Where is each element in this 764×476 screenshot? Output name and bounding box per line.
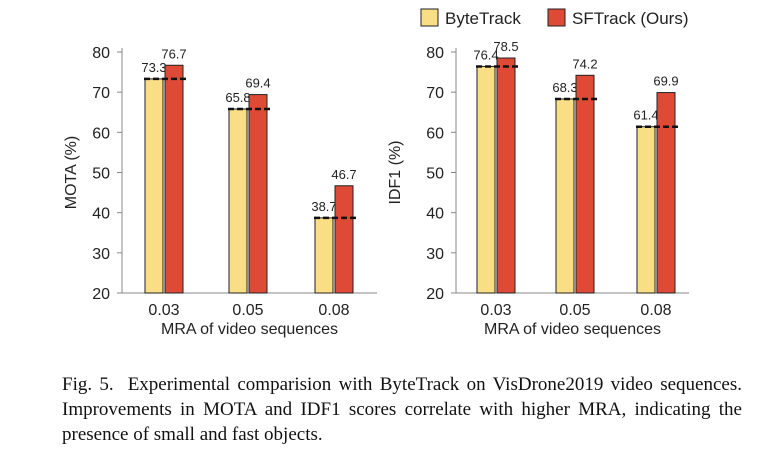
x-tick-label: 0.05 [559, 302, 590, 319]
y-tick-label: 30 [426, 246, 444, 263]
bar [314, 217, 334, 294]
y-tick-label: 20 [426, 286, 444, 303]
figure-canvas: ByteTrack SFTrack (Ours) 20 30 40 50 60 70 80 0… [63, 8, 689, 338]
bar [575, 74, 595, 294]
bar [164, 64, 184, 294]
y-tick-label: 50 [426, 166, 444, 183]
bar [636, 126, 656, 294]
data-label: 74.2 [572, 56, 597, 71]
bar [476, 65, 496, 294]
bar [496, 57, 516, 294]
data-label: 38.7 [311, 199, 336, 214]
y-tick-label: 60 [92, 125, 110, 142]
legend-label-sftrack: SFTrack (Ours) [572, 9, 688, 28]
data-label: 73.3 [141, 60, 166, 75]
x-tick-label: 0.08 [318, 302, 349, 319]
idf1-chart: 20 30 40 50 60 70 80 0.03 0.05 0.08 MRA of video s… [387, 39, 689, 338]
y-tick-label: 20 [92, 286, 110, 303]
y-tick-label: 80 [92, 45, 110, 62]
y-axis-label: IDF1 (%) [387, 141, 404, 205]
y-tick-label: 80 [426, 45, 444, 62]
y-tick-label: 30 [92, 246, 110, 263]
data-label: 76.4 [473, 47, 498, 62]
x-tick-label: 0.08 [640, 302, 671, 319]
x-axis-label: MRA of video sequences [484, 321, 661, 338]
legend-swatch-sftrack [547, 8, 566, 27]
figure-number: Fig. 5. [62, 374, 114, 395]
data-label: 78.5 [493, 39, 518, 54]
legend: ByteTrack SFTrack (Ours) [420, 8, 688, 28]
x-tick-label: 0.03 [148, 302, 179, 319]
legend-label-bytetrack: ByteTrack [445, 9, 521, 28]
bar [334, 185, 354, 294]
data-label: 68.3 [552, 80, 577, 95]
data-label: 65.8 [225, 90, 250, 105]
figure-caption: Fig. 5. Experimental comparision with Byt… [62, 372, 742, 447]
data-label: 61.4 [633, 108, 658, 123]
bar [656, 92, 676, 294]
y-tick-label: 40 [426, 206, 444, 223]
y-tick-label: 70 [92, 85, 110, 102]
y-tick-label: 40 [92, 206, 110, 223]
bar [555, 98, 575, 294]
x-tick-label: 0.05 [232, 302, 263, 319]
y-tick-label: 70 [426, 85, 444, 102]
caption-text: Experimental comparision with ByteTrack … [62, 374, 742, 445]
mota-chart: 20 30 40 50 60 70 80 0.03 0.05 0.08 MRA of video s… [63, 45, 377, 338]
y-tick-label: 60 [426, 125, 444, 142]
legend-swatch-bytetrack [420, 8, 439, 27]
x-axis-label: MRA of video sequences [161, 321, 338, 338]
data-label: 69.9 [653, 74, 678, 89]
y-tick-label: 50 [92, 166, 110, 183]
bar [248, 94, 268, 294]
data-label: 76.7 [161, 46, 186, 61]
data-label: 46.7 [331, 167, 356, 182]
bar [228, 108, 248, 294]
x-tick-label: 0.03 [480, 302, 511, 319]
y-axis-label: MOTA (%) [63, 136, 80, 209]
data-label: 69.4 [245, 76, 270, 91]
bar [144, 78, 164, 294]
